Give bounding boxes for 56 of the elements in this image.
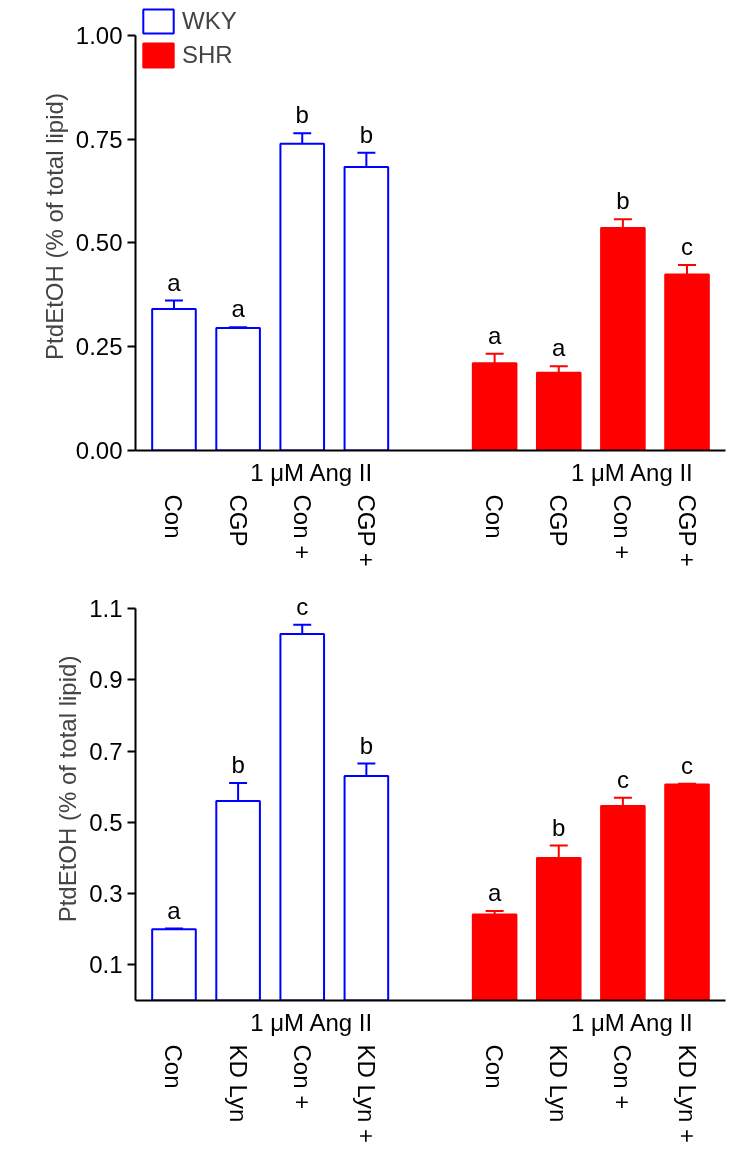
y-tick-label: 0.9 — [89, 666, 123, 694]
data-label: a — [231, 295, 246, 323]
x-tick-label: Con — [481, 494, 509, 539]
x-tick-label: CGP + — [352, 494, 380, 567]
x-tick-label: CGP — [224, 494, 252, 547]
bar — [471, 913, 518, 1001]
y-tick-label: 0.00 — [75, 437, 123, 464]
data-label: b — [359, 731, 374, 759]
y-tick-label: 0.3 — [89, 880, 123, 908]
data-label: a — [552, 334, 567, 362]
x-tick-label: Con + — [609, 494, 637, 560]
x-tick-label: Con — [160, 1044, 188, 1089]
x-tick-label: Con + — [288, 1044, 316, 1110]
data-label: a — [487, 879, 502, 907]
data-label: a — [487, 321, 502, 349]
data-label: a — [167, 896, 182, 924]
x-tick-label: CGP — [545, 494, 573, 547]
data-label: c — [681, 752, 694, 780]
y-tick-label: 0.7 — [89, 737, 123, 765]
y-axis-title: PtdEtOH (% of total lipid) — [40, 93, 68, 360]
legend-label: SHR — [182, 41, 233, 69]
y-tick-label: 0.50 — [75, 229, 123, 257]
y-tick-label: 1.1 — [89, 594, 123, 622]
bar — [151, 928, 197, 1001]
legend-label: WKY — [182, 7, 237, 35]
data-label: b — [359, 120, 374, 148]
x-tick-label: KD Lyn + — [673, 1044, 701, 1143]
x-tick-label: Con — [481, 1044, 509, 1089]
data-label: b — [616, 187, 630, 215]
bar — [215, 327, 261, 451]
y-tick-label: 1.00 — [75, 21, 123, 49]
x-tick-label: KD Lyn + — [352, 1044, 380, 1143]
text: 1 μM Ang II — [250, 458, 373, 486]
y-tick-label: 0.25 — [75, 333, 123, 361]
data-label: c — [616, 766, 629, 793]
x-tick-label: Con — [160, 494, 188, 539]
text: 1 μM Ang II — [570, 458, 693, 486]
x-tick-label: Con + — [288, 494, 316, 560]
data-label: b — [231, 751, 245, 779]
y-tick-label: 0.1 — [89, 951, 123, 979]
x-tick-label: KD Lyn — [224, 1044, 252, 1123]
data-label: a — [167, 268, 182, 296]
data-label: b — [295, 101, 309, 129]
data-label: b — [552, 813, 566, 841]
data-label: c — [681, 232, 694, 260]
x-tick-label: CGP + — [673, 494, 701, 567]
y-tick-label: 0.5 — [89, 808, 123, 836]
text: 1 μM Ang II — [250, 1008, 373, 1036]
bar — [535, 371, 582, 451]
text: 1 μM Ang II — [570, 1008, 693, 1036]
bar — [664, 783, 710, 1001]
y-tick-label: 0.75 — [75, 125, 123, 153]
data-label: c — [296, 593, 309, 621]
x-tick-label: KD Lyn — [545, 1044, 573, 1123]
y-axis-title: PtdEtOH (% of total lipid) — [54, 655, 82, 923]
x-tick-label: Con + — [609, 1044, 637, 1110]
